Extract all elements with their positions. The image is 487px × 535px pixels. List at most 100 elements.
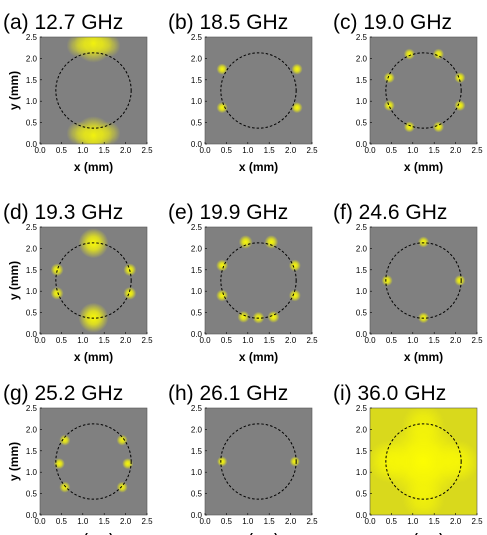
x-tick-label: 0.5 — [56, 517, 68, 526]
y-tick-label: 0.0 — [356, 140, 368, 149]
x-tick-label: 1.0 — [407, 336, 419, 345]
x-tick-label: 1.0 — [77, 517, 89, 526]
plot-frame — [39, 36, 148, 145]
y-tick-label: 2.0 — [26, 54, 38, 63]
field-hotspot — [123, 286, 137, 300]
field-hotspot — [216, 63, 228, 75]
dashed-circle — [385, 52, 462, 129]
x-axis-label: x (mm) — [74, 160, 113, 174]
field-hotspot — [417, 236, 430, 248]
y-tick-label: 1.0 — [191, 468, 203, 477]
y-tick-label: 0.0 — [26, 330, 38, 339]
field-hotspot — [66, 37, 91, 58]
x-tick-label: 2.5 — [471, 336, 483, 345]
x-tick-label: 1.5 — [429, 336, 441, 345]
x-tick-label: 2.5 — [306, 517, 318, 526]
field-hotspot — [402, 476, 445, 515]
field-hotspot — [432, 48, 445, 60]
field-hotspot — [402, 408, 445, 447]
plot-frame — [369, 407, 478, 516]
panel: (d) 19.3 GHz 0.0 0.5 1.0 1.5 2.0 2.5 0.0 0.5 1.0 1… — [3, 201, 153, 364]
y-tick-label: 2.0 — [356, 425, 368, 434]
dashed-circle — [55, 423, 132, 500]
x-axis-label: x (mm) — [74, 350, 113, 364]
panel: (f) 24.6 GHz 0.0 0.5 1.0 1.5 2.0 2.5 0.0 0.5 1.0 1… — [333, 201, 483, 364]
x-tick-label: 2.0 — [450, 146, 462, 155]
plot-frame — [369, 36, 478, 145]
x-tick-label: 2.0 — [120, 517, 132, 526]
panel-title: (i) 36.0 GHz — [333, 382, 446, 405]
y-axis-label: y (mm) — [7, 261, 21, 300]
field-hotspot — [59, 481, 71, 493]
y-tick-label: 1.5 — [26, 266, 38, 275]
y-tick-label: 0.0 — [356, 330, 368, 339]
panel-title: (c) 19.0 GHz — [333, 11, 452, 34]
field-hotspot — [116, 434, 128, 446]
x-axis-label: x (mm) — [74, 531, 113, 535]
x-tick-label: 1.5 — [99, 146, 111, 155]
y-tick-label: 2.0 — [191, 425, 203, 434]
field-hotspot — [291, 63, 303, 75]
field-hotspot — [122, 458, 134, 470]
y-tick-label: 2.5 — [26, 33, 38, 42]
panel-title: (f) 24.6 GHz — [333, 201, 447, 224]
plot-frame — [204, 407, 313, 516]
x-tick-label: 2.5 — [471, 146, 483, 155]
x-tick-label: 1.0 — [242, 517, 254, 526]
y-tick-label: 0.5 — [191, 309, 203, 318]
x-tick-label: 2.5 — [306, 336, 318, 345]
x-tick-label: 0.5 — [221, 517, 233, 526]
y-tick-label: 1.0 — [26, 287, 38, 296]
x-tick-label: 1.5 — [99, 517, 111, 526]
plot-frame — [369, 226, 478, 335]
field-hotspot — [454, 72, 466, 84]
y-tick-label: 1.5 — [191, 447, 203, 456]
dashed-circle — [220, 423, 297, 500]
y-tick-label: 0.0 — [356, 511, 368, 520]
field-hotspot — [66, 121, 91, 144]
field-hotspot — [291, 102, 303, 114]
panel: (i) 36.0 GHz 0.0 0.5 1.0 1.5 2.0 2.5 0.0 0.5 1.0 1… — [333, 382, 483, 535]
panel: (e) 19.9 GHz 0.0 0.5 1.0 1.5 2.0 2.5 0.0 0.5 1.0 1… — [168, 201, 318, 364]
y-tick-label: 0.0 — [191, 330, 203, 339]
dashed-circle — [385, 242, 462, 319]
x-tick-label: 1.5 — [264, 336, 276, 345]
plot-frame — [39, 407, 148, 516]
y-tick-label: 0.5 — [356, 119, 368, 128]
x-tick-label: 1.0 — [407, 517, 419, 526]
panel: (b) 18.5 GHz 0.0 0.5 1.0 1.5 2.0 2.5 0.0 0.5 1.0 1… — [168, 11, 318, 174]
y-tick-label: 2.5 — [26, 404, 38, 413]
x-tick-label: 1.0 — [407, 146, 419, 155]
x-tick-label: 2.0 — [120, 146, 132, 155]
y-tick-label: 2.5 — [191, 404, 203, 413]
y-tick-label: 2.0 — [191, 244, 203, 253]
x-tick-label: 0.0 — [34, 336, 46, 345]
x-axis-label: x (mm) — [239, 350, 278, 364]
x-tick-label: 2.5 — [306, 146, 318, 155]
y-tick-label: 1.0 — [26, 97, 38, 106]
x-tick-label: 0.5 — [221, 336, 233, 345]
dashed-circle — [385, 423, 462, 500]
y-tick-label: 1.0 — [191, 287, 203, 296]
dashed-circle — [220, 52, 297, 129]
y-tick-label: 0.5 — [356, 309, 368, 318]
x-tick-label: 0.5 — [56, 146, 68, 155]
y-tick-label: 1.5 — [26, 447, 38, 456]
y-tick-label: 2.5 — [191, 33, 203, 42]
field-hotspot — [216, 289, 229, 302]
plot-frame — [204, 226, 313, 335]
field-hotspot — [53, 458, 65, 470]
panel-title: (e) 19.9 GHz — [168, 201, 288, 224]
y-axis-label: y (mm) — [7, 71, 21, 110]
y-tick-label: 1.0 — [356, 97, 368, 106]
x-tick-label: 1.5 — [429, 146, 441, 155]
field-hotspot — [238, 235, 253, 249]
field-hotspot — [216, 259, 229, 272]
y-tick-label: 1.5 — [191, 76, 203, 85]
x-axis-label: x (mm) — [404, 531, 443, 535]
dashed-circle — [55, 52, 132, 129]
y-tick-label: 2.0 — [26, 244, 38, 253]
y-tick-label: 0.5 — [356, 490, 368, 499]
x-tick-label: 1.0 — [77, 146, 89, 155]
y-tick-label: 2.5 — [356, 404, 368, 413]
